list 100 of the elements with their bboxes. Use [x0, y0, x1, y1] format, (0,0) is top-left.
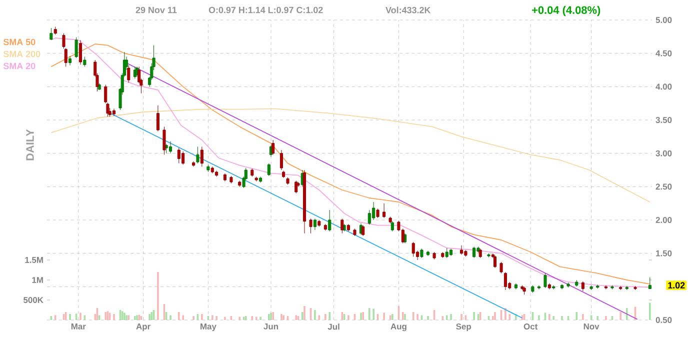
- candlestick: [450, 248, 453, 256]
- candlestick: [223, 173, 226, 182]
- candlestick: [280, 150, 283, 170]
- candlestick: [441, 252, 444, 258]
- candlestick: [196, 146, 200, 164]
- chart-subtitle: O:0.97 H:1.14 L:0.97 C:1.02: [208, 6, 323, 14]
- x-tick-label: Nov: [584, 324, 600, 330]
- y-tick-label: 0.50: [656, 317, 672, 323]
- candlestick: [250, 168, 254, 177]
- candlestick: [548, 283, 551, 290]
- candlestick: [575, 280, 578, 287]
- candlestick: [445, 248, 448, 258]
- candlestick: [634, 286, 637, 290]
- text: SMA 200: [3, 50, 40, 58]
- candlestick: [286, 177, 290, 185]
- candlestick: [215, 170, 218, 177]
- candlestick: [318, 220, 321, 227]
- x-tick-label: Apr: [136, 324, 150, 332]
- y2-tick-label: 1M: [32, 277, 43, 283]
- candlestick: [552, 285, 556, 290]
- candlestick: [200, 146, 204, 167]
- candlestick: [610, 285, 614, 290]
- candlestick: [514, 283, 518, 290]
- candlestick: [254, 176, 258, 182]
- annotation: 1.02: [668, 282, 685, 289]
- text: +0.04 (4.08%): [532, 6, 600, 16]
- candlestick: [267, 163, 270, 176]
- candlestick: [294, 180, 298, 194]
- y-tick-label: 2.50: [656, 184, 672, 190]
- candlestick: [362, 225, 365, 236]
- x-tick-label: Mar: [71, 324, 86, 330]
- candlestick: [531, 285, 534, 293]
- candlestick: [206, 164, 210, 172]
- candlestick: [372, 202, 376, 220]
- x-tick-label: Jul: [328, 324, 340, 330]
- candlestick: [346, 224, 350, 232]
- candlestick: [177, 148, 180, 164]
- candlestick: [127, 65, 130, 83]
- candlestick: [309, 218, 312, 234]
- candlestick: [156, 105, 160, 132]
- x-tick-label: May: [200, 324, 216, 332]
- candlestick: [210, 166, 214, 174]
- candlestick: [504, 272, 507, 290]
- candlestick: [328, 210, 332, 232]
- y-tick-label: 1.50: [656, 250, 672, 256]
- candlestick: [83, 56, 86, 67]
- candlestick: [78, 40, 82, 65]
- candlestick: [390, 221, 394, 232]
- candlestick: [382, 203, 386, 218]
- candlestick: [625, 286, 628, 290]
- y-tick-label: 3.00: [656, 150, 672, 156]
- candlestick: [182, 151, 185, 165]
- candlestick: [581, 281, 584, 292]
- candlestick: [282, 170, 286, 178]
- candlestick: [487, 253, 490, 258]
- y2-tick-label: 500K: [24, 297, 44, 303]
- candlestick: [560, 284, 564, 290]
- x-tick-label: Aug: [390, 324, 406, 332]
- x-tick-label: Jun: [264, 324, 278, 330]
- text: DAILY: [26, 129, 34, 160]
- candlestick: [472, 246, 476, 258]
- candlestick: [464, 250, 468, 257]
- y-tick-label: 2.00: [656, 217, 672, 223]
- candlestick: [162, 126, 166, 155]
- y-tick-label: 5.00: [656, 17, 672, 23]
- candlestick: [426, 250, 430, 256]
- candlestick: [169, 141, 172, 154]
- candlestick: [522, 286, 526, 295]
- candlestick: [259, 176, 262, 183]
- candlestick: [544, 273, 547, 288]
- candlestick: [340, 218, 344, 234]
- y-tick-label: 3.50: [656, 117, 672, 124]
- chart-title: 29 Nov 11: [136, 6, 177, 14]
- candlestick: [353, 228, 356, 236]
- x-tick-label: Oct: [524, 324, 538, 330]
- candlestick: [302, 170, 306, 234]
- candlestick: [376, 208, 380, 218]
- candlestick: [420, 248, 424, 258]
- candlestick: [238, 180, 242, 187]
- candlestick: [500, 262, 503, 274]
- y-tick-label: 4.50: [656, 50, 672, 56]
- candlestick: [313, 218, 316, 230]
- text: Vol:433.2K: [386, 6, 431, 14]
- y2-tick-label: 1.5M: [25, 257, 43, 263]
- candlestick: [230, 176, 233, 184]
- candlestick: [272, 140, 275, 155]
- candlestick: [412, 242, 415, 257]
- text: SMA 50: [3, 38, 36, 46]
- text: SMA 20: [3, 62, 36, 70]
- candlestick: [460, 245, 464, 255]
- candlestick: [112, 108, 116, 116]
- candlestick: [619, 286, 622, 290]
- candlestick: [648, 277, 652, 289]
- candlestick: [478, 248, 482, 258]
- candlestick: [388, 216, 392, 224]
- candlestick: [324, 224, 327, 231]
- candlestick: [192, 161, 196, 167]
- candlestick: [590, 285, 593, 290]
- y-tick-label: 4.00: [656, 84, 672, 90]
- x-tick-label: Sep: [456, 324, 472, 332]
